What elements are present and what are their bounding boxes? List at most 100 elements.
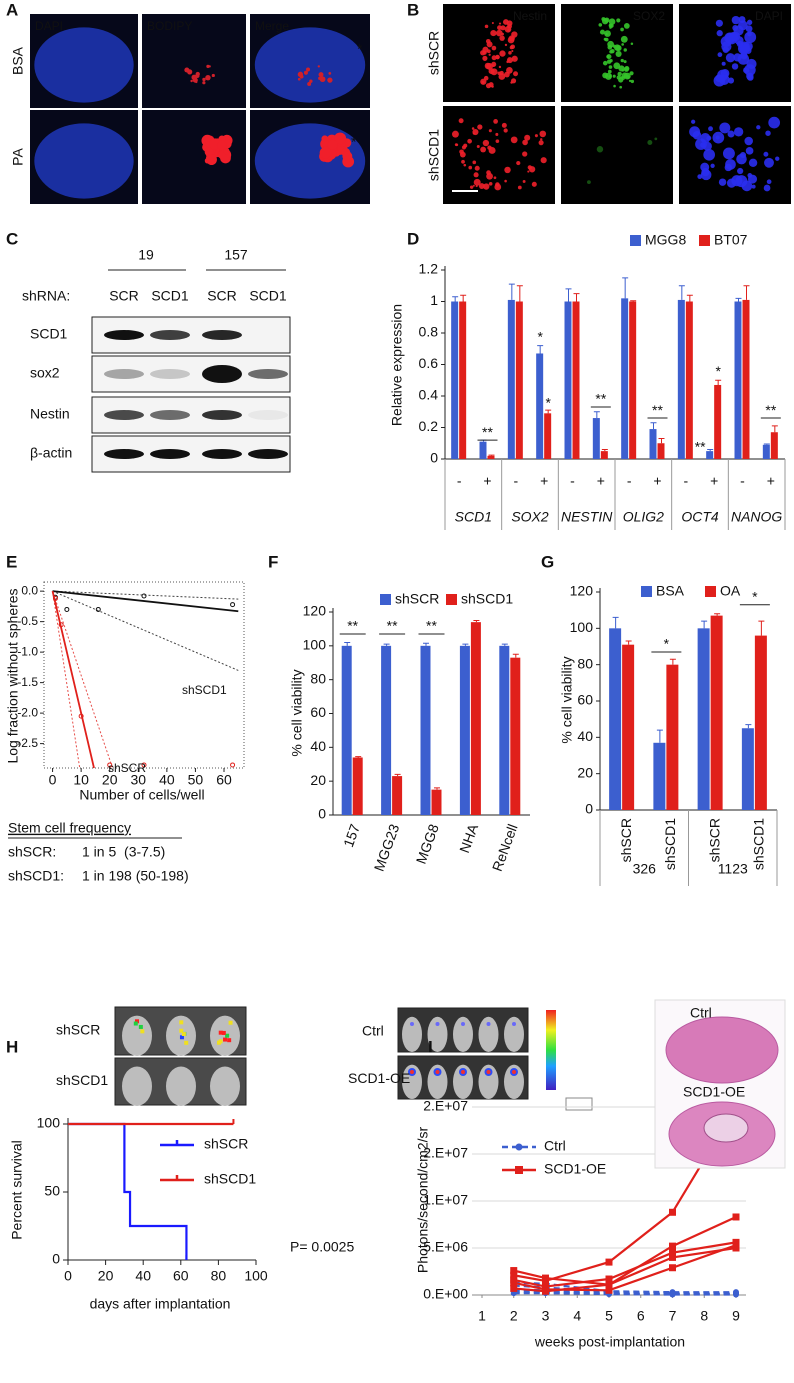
- cell-signal: [482, 139, 490, 147]
- bar: [459, 645, 470, 815]
- bar: [754, 635, 767, 810]
- blot-band: [248, 369, 288, 379]
- cell-signal: [504, 71, 510, 78]
- lipid-signal: [321, 135, 329, 143]
- panel-letter: B: [407, 0, 419, 19]
- group-label: 157: [224, 247, 248, 263]
- panel-letter: D: [407, 229, 419, 248]
- cell-signal: [497, 25, 502, 31]
- bar: [392, 776, 403, 815]
- legend-marker: [515, 1143, 523, 1151]
- error-bar: [743, 285, 750, 300]
- y-tick-label: 0: [430, 450, 438, 466]
- x-axis-label: weeks post-implantation: [534, 1334, 685, 1350]
- cell-signal: [463, 143, 468, 148]
- cell-signal: [609, 26, 612, 29]
- brain-section: [34, 123, 134, 199]
- row-label: SCD1-OE: [348, 1070, 410, 1086]
- data-point: [669, 1253, 676, 1261]
- error-bar: [501, 643, 508, 646]
- cell-signal: [467, 138, 472, 144]
- y-tick-label: 0.8: [419, 324, 439, 340]
- mouse: [122, 1015, 152, 1056]
- blot-band: [104, 369, 144, 379]
- error-bar: [658, 438, 665, 444]
- cell-signal: [599, 29, 606, 35]
- image-label: SCD1-OE: [683, 1084, 745, 1100]
- cell-signal: [718, 178, 727, 186]
- cell-signal: [715, 135, 720, 140]
- blot-band: [248, 449, 288, 459]
- cell-signal: [706, 135, 712, 141]
- bioluminescence-core: [461, 1070, 465, 1074]
- y-tick-label: 100: [37, 1115, 61, 1131]
- cell-signal: [731, 63, 739, 70]
- cell-signal: [765, 130, 771, 136]
- bioluminescence: [133, 1021, 138, 1026]
- mouse: [478, 1064, 499, 1100]
- cell-signal: [461, 159, 465, 164]
- data-point: [58, 622, 64, 628]
- cell-signal: [727, 77, 735, 84]
- cell-signal: [451, 130, 459, 138]
- data-point: [605, 1258, 613, 1266]
- legend-label: Ctrl: [544, 1138, 566, 1154]
- cell-signal: [531, 181, 537, 187]
- y-tick-label: -1.0: [17, 644, 38, 658]
- cell-signal: [621, 43, 625, 46]
- lipid-signal: [218, 135, 226, 143]
- y-tick-label: -0.5: [17, 614, 38, 628]
- cell-signal: [484, 24, 489, 29]
- blot-band: [150, 410, 190, 420]
- cell-signal: [524, 134, 531, 141]
- y-axis-label: Photons/second/cm2/sr: [415, 1127, 431, 1274]
- y-axis-label: % cell viability: [289, 669, 305, 756]
- bar: [649, 429, 657, 459]
- data-point: [510, 1267, 518, 1275]
- x-tick-label: 40: [159, 772, 175, 788]
- cell-signal: [481, 80, 485, 84]
- legend-swatch: [380, 594, 391, 605]
- lipid-signal: [223, 148, 230, 155]
- data-point: [669, 1242, 676, 1250]
- cell-signal: [495, 182, 500, 187]
- error-bar: [758, 620, 765, 636]
- bioluminescence: [217, 1040, 222, 1045]
- bioluminescence-core: [410, 1070, 414, 1074]
- error-bar: [512, 653, 519, 658]
- error-bar: [355, 756, 362, 758]
- brain-section: [34, 27, 134, 103]
- x-tick-label: 3: [542, 1308, 550, 1324]
- y-tick-label: -2.5: [17, 736, 38, 750]
- cell-signal: [507, 28, 511, 32]
- marker: *: [351, 134, 357, 150]
- group-label: 1123: [718, 861, 748, 877]
- lipid-signal: [317, 65, 320, 68]
- bar: [564, 301, 572, 459]
- error-bar: [715, 379, 722, 385]
- data-point: [542, 1274, 549, 1282]
- lane-header: shRNA:: [22, 288, 70, 304]
- bar: [381, 645, 392, 815]
- bioluminescence: [486, 1022, 491, 1026]
- bioluminescence: [184, 1040, 189, 1045]
- cell-signal: [490, 29, 497, 37]
- cell-signal: [610, 49, 615, 54]
- data-point: [230, 762, 236, 768]
- bioluminescence: [512, 1022, 516, 1026]
- bar: [420, 645, 431, 815]
- x-tick-label: shSCD1: [662, 818, 678, 870]
- significance-label: **: [652, 402, 663, 418]
- panel-letter: I: [428, 1037, 433, 1056]
- error-bar: [452, 296, 459, 302]
- cell-signal: [490, 68, 498, 76]
- significance-label: *: [537, 328, 543, 344]
- y-tick-label: 40: [577, 728, 593, 744]
- legend-label: BSA: [656, 583, 685, 599]
- fit-line: [52, 590, 239, 613]
- cell-signal: [727, 130, 735, 138]
- x-tick-label: +: [483, 473, 491, 489]
- blot-band: [150, 330, 190, 340]
- cell-signal: [718, 74, 730, 85]
- frequency-value: 1 in 5 (3-7.5): [82, 844, 165, 860]
